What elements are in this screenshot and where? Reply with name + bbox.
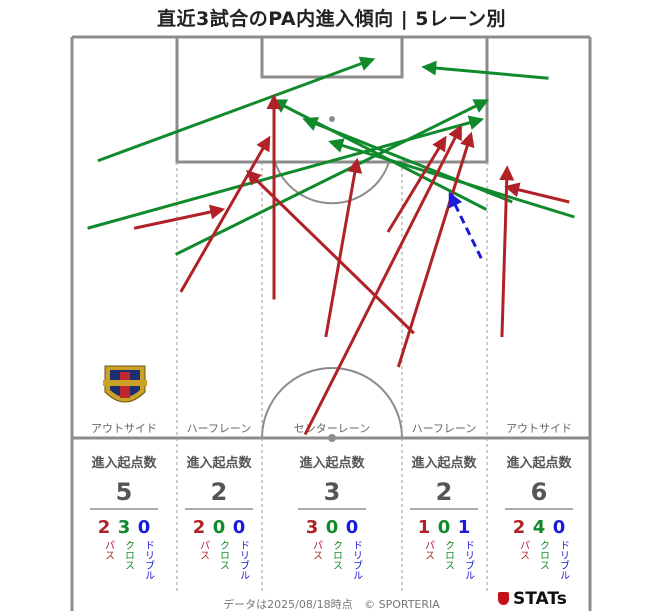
- lane-1-dribble-label: ドリブル: [143, 540, 155, 580]
- entry-arrows: [87, 56, 575, 436]
- lane-2-total: 2: [211, 478, 228, 506]
- lane-labels: アウトサイド ハーフレーン センターレーン ハーフレーン アウトサイド: [91, 422, 572, 435]
- lane-4-dribble-count: 1: [458, 517, 471, 538]
- lane-3-dribble-label: ドリブル: [351, 540, 363, 580]
- club-emblem: [103, 365, 147, 403]
- lane-4-total: 2: [436, 478, 453, 506]
- lane-3-cross-label: クロス: [331, 540, 342, 570]
- lane-2-pass-label: パス: [198, 540, 210, 560]
- lane-stats: 進入起点数52パス3クロス0ドリブル進入起点数22パス0クロス0ドリブル進入起点…: [90, 455, 573, 580]
- lane-4-dribble-label: ドリブル: [463, 540, 475, 580]
- lane-2-header: 進入起点数: [186, 455, 252, 471]
- dribble-arrow-18: [448, 191, 483, 259]
- data-date: データは2025/08/18時点: [223, 598, 353, 611]
- lane-5-header: 進入起点数: [506, 455, 572, 471]
- cross-arrow-3: [174, 99, 490, 256]
- cross-arrow-2: [87, 115, 485, 230]
- lane-3-header: 進入起点数: [299, 455, 365, 471]
- lane-3-total: 3: [324, 478, 341, 506]
- lane-1-dribble-count: 0: [138, 517, 151, 538]
- footer: データは2025/08/18時点 © SPORTERIA: [0, 596, 663, 612]
- chart-title: 直近3試合のPA内進入傾向 | 5レーン別: [156, 8, 507, 30]
- lane-label-3: センターレーン: [294, 422, 370, 435]
- lane-2-dribble-label: ドリブル: [238, 540, 250, 580]
- lane-4-cross-count: 0: [438, 517, 451, 538]
- lane-label-5: アウトサイド: [506, 422, 572, 435]
- pass-arrow-10: [324, 157, 363, 338]
- lane-1-header: 進入起点数: [91, 455, 157, 471]
- lane-4-pass-count: 1: [418, 517, 431, 538]
- copyright: © SPORTERIA: [364, 598, 440, 611]
- lane-2-cross-count: 0: [213, 517, 226, 538]
- lane-4-cross-label: クロス: [443, 540, 454, 570]
- cross-arrow-6: [328, 138, 575, 219]
- center-circle: [261, 367, 403, 439]
- lane-1-cross-label: クロス: [123, 540, 134, 570]
- lane-5-dribble-count: 0: [553, 517, 566, 538]
- lane-3-pass-count: 3: [306, 517, 319, 538]
- pass-arrow-12: [396, 131, 475, 368]
- lane-5-pass-label: パス: [518, 540, 530, 560]
- penalty-arc: [274, 161, 390, 205]
- brand-logo: STATs: [498, 589, 567, 609]
- lane-label-1: アウトサイド: [91, 422, 157, 435]
- lane-1-pass-count: 2: [98, 517, 111, 538]
- lane-4-header: 進入起点数: [411, 455, 477, 471]
- lane-2-pass-count: 2: [193, 517, 206, 538]
- brand-name: STATs: [513, 589, 567, 609]
- lane-5-pass-count: 2: [513, 517, 526, 538]
- pass-arrow-14: [386, 135, 447, 233]
- pass-arrow-13: [303, 124, 462, 436]
- lane-5-dribble-label: ドリブル: [558, 540, 570, 580]
- lane-5-cross-count: 4: [533, 517, 546, 538]
- lane-5-total: 6: [531, 478, 548, 506]
- lane-4-pass-label: パス: [423, 540, 435, 560]
- cross-arrow-7: [421, 60, 549, 80]
- lane-1-pass-label: パス: [103, 540, 115, 560]
- lane-3-dribble-count: 0: [346, 517, 359, 538]
- lane-1-cross-count: 3: [118, 517, 131, 538]
- lane-2-cross-label: クロス: [218, 540, 229, 570]
- lane-1-total: 5: [116, 478, 133, 506]
- cross-arrow-1: [97, 56, 376, 163]
- brand-mark-icon: [498, 592, 509, 605]
- center-spot: [328, 434, 336, 442]
- lane-5-cross-label: クロス: [538, 540, 549, 570]
- lane-2-dribble-count: 0: [233, 517, 246, 538]
- lane-3-pass-label: パス: [311, 540, 323, 560]
- penalty-spot: [329, 116, 335, 122]
- lane-3-cross-count: 0: [326, 517, 339, 538]
- goal-box: [260, 37, 404, 79]
- pass-arrow-11: [245, 169, 415, 335]
- pass-arrow-17: [504, 182, 570, 204]
- pass-arrow-15: [133, 204, 226, 230]
- lane-label-4: ハーフレーン: [412, 422, 477, 435]
- lane-label-2: ハーフレーン: [187, 422, 252, 435]
